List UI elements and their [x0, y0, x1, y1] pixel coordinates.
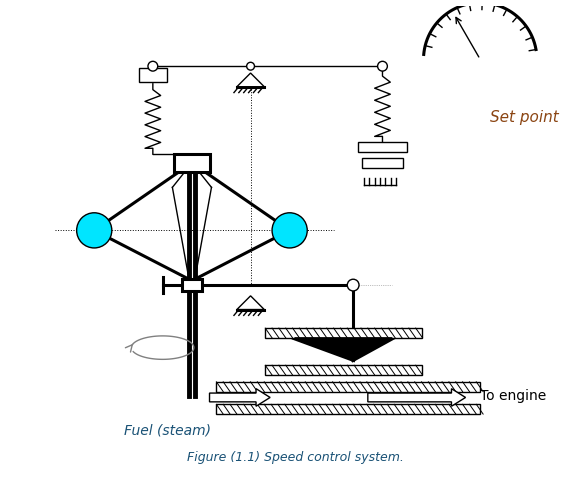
Text: Figure (1.1) Speed control system.: Figure (1.1) Speed control system.	[187, 451, 404, 463]
Polygon shape	[368, 389, 466, 406]
Polygon shape	[210, 389, 270, 406]
Circle shape	[272, 213, 307, 248]
Text: Set point: Set point	[490, 111, 559, 125]
Bar	[216, 382, 480, 392]
Polygon shape	[237, 296, 264, 309]
Bar	[216, 404, 480, 414]
Bar	[362, 158, 403, 168]
Text: Fuel (steam): Fuel (steam)	[123, 424, 211, 438]
Circle shape	[148, 62, 158, 71]
Polygon shape	[237, 73, 264, 87]
Circle shape	[347, 279, 359, 291]
Polygon shape	[294, 338, 392, 359]
Bar	[182, 279, 201, 291]
Bar	[265, 328, 421, 338]
Bar	[139, 68, 166, 82]
Bar	[265, 365, 421, 375]
Text: To engine: To engine	[480, 390, 546, 403]
Circle shape	[77, 213, 112, 248]
Bar	[358, 142, 407, 152]
Circle shape	[247, 62, 254, 70]
Circle shape	[378, 62, 387, 71]
Bar	[174, 154, 210, 172]
